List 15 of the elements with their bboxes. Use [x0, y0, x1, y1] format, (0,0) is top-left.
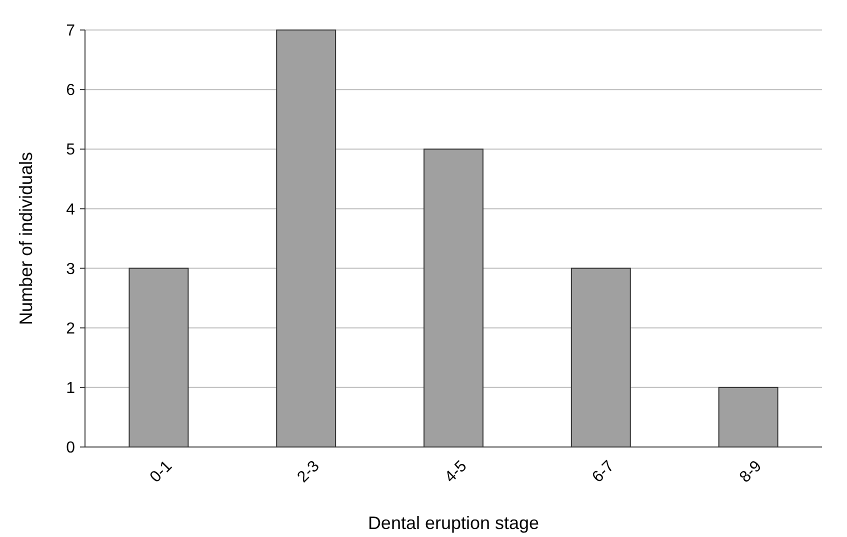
y-tick-label: 6 — [66, 82, 76, 100]
y-tick-label: 5 — [66, 142, 76, 159]
y-tick-label: 4 — [66, 201, 76, 218]
x-tick-label: 8-9 — [736, 458, 766, 486]
x-tick-label: 0-1 — [147, 458, 176, 486]
y-axis-title: Number of individuals — [16, 152, 36, 326]
x-tick-label: 4-5 — [442, 458, 470, 486]
y-tick-label: 0 — [66, 440, 76, 457]
y-tick-label: 3 — [66, 260, 76, 278]
x-tick-label: 2-3 — [294, 458, 323, 486]
x-axis-title: Dental eruption stage — [368, 513, 540, 533]
y-tick-label: 7 — [66, 22, 76, 40]
y-tick-label: 1 — [66, 380, 76, 398]
x-tick-label: 6-7 — [589, 458, 618, 486]
y-tick-label: 2 — [66, 320, 76, 338]
